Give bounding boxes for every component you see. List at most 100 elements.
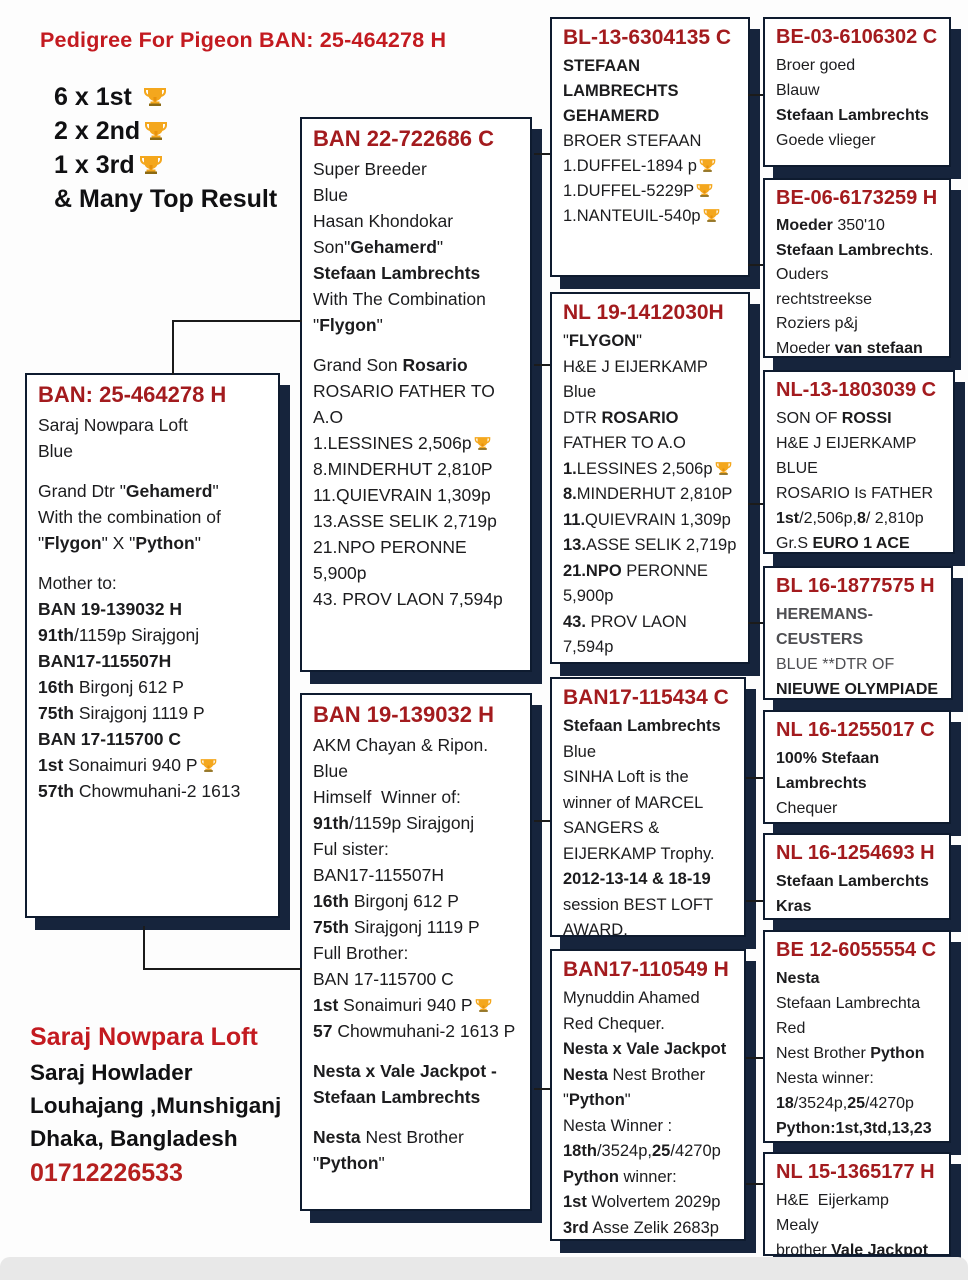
text-segment: 18th [563, 1142, 597, 1161]
pedigree-text-line [313, 1044, 521, 1058]
connector-line [534, 364, 550, 366]
page-title: Pedigree For Pigeon BAN: 25-464278 H [40, 28, 447, 52]
text-segment: Python [563, 1167, 619, 1186]
pedigree-box-be-03-6106302-c: BE-03-6106302 C Broer goed Blauw Stefaan La… [763, 17, 951, 167]
text-segment: Nesta winner: [776, 1070, 874, 1087]
pedigree-text-line: 100% Stefaan [776, 746, 940, 771]
text-segment: & Many Top Result [54, 184, 278, 213]
trophy-icon [474, 436, 490, 450]
pedigree-text-line: LAMBRECHTS [563, 79, 739, 104]
pedigree-text-line: 5,900p [563, 584, 739, 610]
pedigree-text-line: Nesta winner: [776, 1066, 940, 1091]
text-segment: Blue [563, 383, 597, 402]
text-segment: " [194, 532, 201, 553]
pedigree-text-line: Blue [313, 758, 521, 784]
achievement-line: & Many Top Result [54, 182, 277, 216]
text-segment: Moeder [776, 217, 833, 234]
pedigree-text-line: Himself Winner of: [313, 784, 521, 810]
pedigree-text-line: Mynuddin Ahamed [563, 986, 735, 1012]
pedigree-box-ban-17-110549-h: BAN17-110549 H Mynuddin Ahamed Red Chequer… [550, 949, 746, 1241]
text-segment: 2012-13-14 & 18-19 [563, 870, 711, 889]
text-segment: MINDERHUT 2,810P [576, 485, 733, 504]
achievement-line: 6 x 1st [54, 80, 277, 114]
pedigree-text-line: 57 Chowmuhani-2 1613 P [313, 1018, 521, 1044]
text-segment: Python:1st,3td,13,23 [776, 1120, 932, 1137]
text-segment: BLUE **DTR OF [776, 656, 895, 673]
text-segment: " [436, 236, 444, 257]
pedigree-text-line: SANGERS & [563, 816, 735, 842]
text-segment: 1st [776, 510, 800, 527]
pedigree-text-line: Ful sister: [313, 836, 521, 862]
text-segment: 16th [38, 676, 74, 697]
text-segment: With the combination of [38, 506, 221, 527]
pedigree-text-line: 11.QUIEVRAIN 1,309p [563, 508, 739, 534]
text-segment: winner of MARCEL [563, 793, 704, 812]
connector-line [534, 1088, 550, 1090]
pedigree-text-line: BLUE [776, 456, 944, 481]
pedigree-text-line: SON OF ROSSI [776, 406, 944, 431]
text-segment: CEUSTERS [776, 631, 864, 648]
text-segment: Mealy [776, 1217, 819, 1234]
text-segment: Hasan Khondokar [313, 210, 454, 231]
text-segment: 8.MINDERHUT 2,810P [313, 458, 493, 479]
text-segment: " X " [101, 532, 136, 553]
pedigree-text-line: Kras [776, 894, 940, 918]
pedigree-text-line: 1.LESSINES 2,506p [313, 430, 521, 456]
pedigree-text-line: Stefaan Lambrechts. [776, 239, 940, 264]
trophy-icon [696, 184, 713, 198]
pedigree-text-line: BLUE **DTR OF [776, 652, 942, 677]
text-segment: 1 x 3rd [54, 150, 135, 179]
text-segment: 1.DUFFEL-1894 p [563, 157, 697, 176]
connector-line [534, 153, 550, 155]
pedigree-text-line: CEUSTERS [776, 627, 942, 652]
text-segment: Nest Brother [776, 1045, 871, 1062]
ring-number: BAN 19-139032 H [313, 702, 494, 727]
achievement-line: 2 x 2nd [54, 114, 277, 148]
pedigree-text-line: Stefaan Lambrechts [563, 714, 735, 740]
trophy-icon [143, 88, 166, 106]
text-segment: BAN17-115507H [38, 650, 172, 671]
connector-line [172, 320, 302, 322]
pedigree-text-line: Nest Brother Python [776, 1041, 940, 1066]
pedigree-text-line: Nesta x Vale Jackpot [563, 1037, 735, 1063]
text-segment: Kras [776, 898, 812, 915]
ring-number: NL 16-1255017 C [776, 719, 935, 741]
pedigree-box-nl-15-1365177-h: NL 15-1365177 H H&E Eijerkamp Mealy brother… [763, 1152, 951, 1256]
pedigree-text-line: 1st Sonaimuri 940 P [313, 992, 521, 1018]
text-segment: Sirajgonj 1119 P [73, 702, 205, 723]
pedigree-text-line: Roziers p&j [776, 312, 940, 337]
text-segment: ROSSI [841, 410, 892, 427]
pedigree-text-line: Chequer [776, 796, 940, 821]
ring-number: BL-13-6304135 C [563, 26, 732, 49]
pedigree-text-line: Lambrechts [776, 771, 940, 796]
ring-number: NL 16-1254693 H [776, 842, 935, 864]
text-segment: PERONNE [621, 561, 708, 580]
text-segment: /1159p Sirajgonj [348, 812, 475, 833]
text-segment: Sonaimuri 940 P [63, 754, 198, 775]
pedigree-text-line: 1.LESSINES 2,506p [563, 457, 739, 483]
pedigree-text-line: BAN 19-139032 H [38, 596, 269, 622]
text-segment: Wolvertem 2029p [586, 1193, 721, 1212]
pedigree-text-line: Blue [563, 380, 739, 406]
text-segment: Nest Brother [607, 1065, 706, 1084]
text-segment: 7,594p [563, 638, 614, 657]
text-segment: 21.NPO [563, 561, 622, 580]
ring-number: BE-03-6106302 C [776, 26, 938, 48]
pedigree-text-line: BAN17-115507H [313, 862, 521, 888]
text-segment: 43. [563, 612, 586, 631]
text-segment: QUIEVRAIN 1,309p [585, 510, 731, 529]
pedigree-text-line: 75th Sirajgonj 1119 P [38, 700, 269, 726]
text-segment: brother [776, 1242, 832, 1256]
pedigree-text-line: "Flygon" [313, 312, 521, 338]
text-segment: 1.NANTEUIL-540p [563, 207, 701, 226]
connector-line [748, 503, 763, 505]
pedigree-text-line: DTR ROSARIO [563, 406, 739, 432]
pedigree-box-nl-16-1254693-h: NL 16-1254693 H Stefaan Lamberchts Kras [763, 833, 951, 920]
owner-name: Saraj Howlader [30, 1060, 193, 1085]
text-segment: Blue [38, 440, 74, 461]
pedigree-text-line: 1.NANTEUIL-540p [563, 204, 739, 229]
text-segment: 1. [563, 459, 577, 478]
text-segment: STEFAAN [563, 57, 641, 76]
pedigree-text-line: Mealy [776, 1213, 940, 1238]
text-segment: 100% Stefaan [776, 750, 880, 767]
